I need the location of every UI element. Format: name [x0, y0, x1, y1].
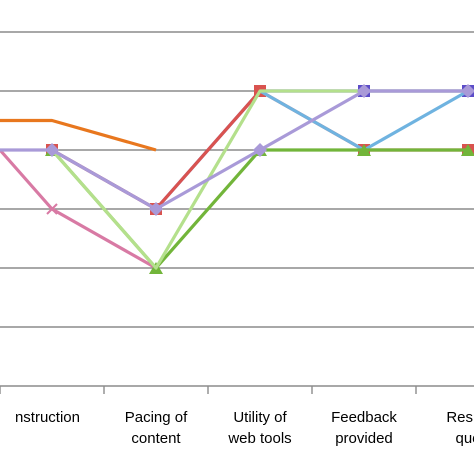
series-7: [0, 84, 474, 216]
series-line: [0, 89, 468, 211]
x-tick-label: Pacing of content: [125, 409, 188, 447]
x-tick-labels: nstruction Pacing of content Utility of web …: [15, 409, 474, 447]
marker-diamond: [253, 143, 267, 157]
x-tick-label-line: content: [131, 430, 181, 447]
x-tick-label-line: Feedback: [331, 409, 397, 426]
x-tick-label: nstruction: [15, 409, 80, 426]
marker-diamond: [461, 84, 474, 98]
x-tick-label-line: nstruction: [15, 409, 80, 426]
series-lines: [0, 84, 474, 274]
marker-diamond: [45, 143, 59, 157]
marker-cross: [46, 203, 58, 215]
x-axis: [0, 385, 474, 394]
marker-triangle: [461, 144, 474, 156]
x-tick-label: Respo que: [446, 409, 474, 447]
x-tick-label-line: Pacing of: [125, 409, 188, 426]
series-line: [259, 89, 469, 152]
marker-diamond: [149, 202, 163, 216]
x-tick-label-line: que: [455, 430, 474, 447]
x-tick-label: Feedback provided: [331, 409, 397, 447]
series-line: [0, 118, 157, 152]
x-tick-label-line: Respo: [446, 409, 474, 426]
x-tick-label: Utility of web tools: [227, 409, 291, 447]
x-tick-label-line: Utility of: [233, 409, 287, 426]
series-0: [0, 118, 157, 152]
series-line: [50, 89, 468, 270]
gridlines: [0, 31, 474, 328]
marker-diamond: [357, 84, 371, 98]
series-6: [50, 89, 468, 270]
x-tick-label-line: provided: [335, 430, 393, 447]
series-4: [259, 89, 469, 152]
marker-triangle: [357, 144, 371, 156]
x-tick-label-line: web tools: [227, 430, 291, 447]
series-1: [0, 148, 162, 274]
